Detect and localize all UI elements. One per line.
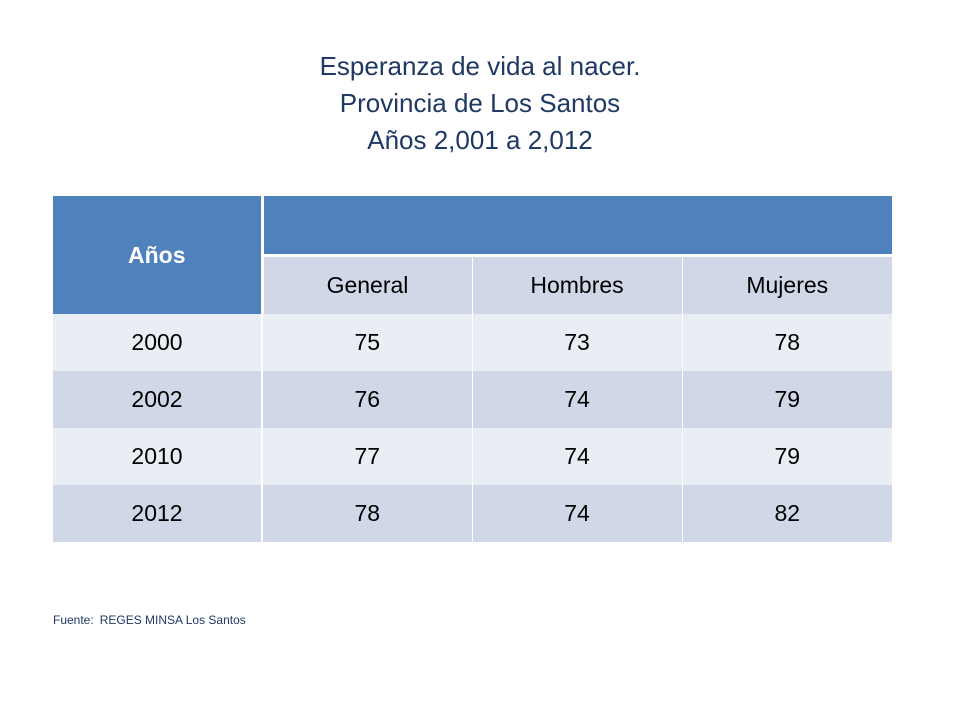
cell-hombres: 74 [472,428,683,485]
cell-general: 77 [262,428,473,485]
cell-general: 75 [262,314,473,371]
slide-title: Esperanza de vida al nacer. Provincia de… [0,48,960,159]
column-header-general: General [262,255,473,314]
cell-hombres: 74 [472,485,683,542]
table-row: 2000 75 73 78 [53,314,892,371]
cell-mujeres: 82 [682,485,892,542]
cell-mujeres: 79 [682,371,892,428]
cell-general: 78 [262,485,473,542]
source-text: REGES MINSA Los Santos [99,613,246,627]
table-row: 2010 77 74 79 [53,428,892,485]
cell-year: 2000 [53,314,263,371]
table-row: 2012 78 74 82 [53,485,892,542]
years-header: Años [53,196,264,314]
cell-year: 2012 [53,485,263,542]
header-row: Años [53,196,892,314]
sub-header-row: General Hombres Mujeres [53,255,892,314]
cell-year: 2010 [53,428,263,485]
cell-general: 76 [262,371,473,428]
cell-mujeres: 79 [682,428,892,485]
title-line-1: Esperanza de vida al nacer. [319,51,641,81]
title-line-3: Años 2,001 a 2,012 [367,125,593,155]
column-header-mujeres: Mujeres [682,255,892,314]
life-expectancy-table: Años General Hombres Mujeres 2000 75 73 … [53,196,892,542]
source-note: Fuente: REGES MINSA Los Santos [53,613,246,627]
cell-hombres: 73 [472,314,683,371]
column-header-hombres: Hombres [472,255,683,314]
cell-hombres: 74 [472,371,683,428]
cell-year: 2002 [53,371,263,428]
cell-mujeres: 78 [682,314,892,371]
group-header [262,196,892,257]
table-row: 2002 76 74 79 [53,371,892,428]
source-label: Fuente: [53,613,94,627]
title-line-2: Provincia de Los Santos [339,88,621,118]
